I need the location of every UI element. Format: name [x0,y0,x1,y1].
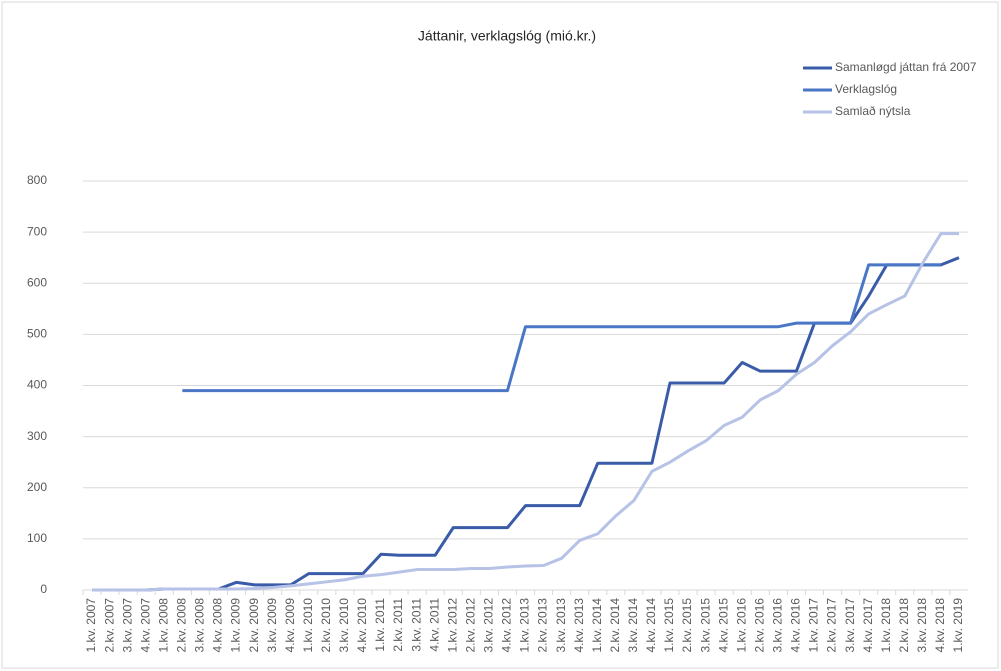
x-tick-label: 2.kv. 2015 [680,598,694,653]
x-tick-label: 3.kv. 2010 [337,598,351,653]
series-line [182,263,941,393]
x-tick-label: 3.kv. 2017 [843,598,857,653]
x-tick-label: 1.kv. 2009 [229,598,243,653]
x-tick-label: 1.kv. 2010 [301,598,315,653]
x-tick-label: 3.kv. 2009 [265,598,279,653]
y-tick-label: 400 [27,378,47,392]
x-tick-label: 3.kv. 2016 [771,598,785,653]
x-tick-label: 3.kv. 2018 [915,598,929,653]
y-tick-label: 800 [27,173,47,187]
y-tick-label: 300 [27,429,47,443]
x-tick-label: 3.kv. 2011 [409,598,423,652]
x-tick-label: 1.kv. 2018 [879,598,893,653]
x-tick-label: 2.kv. 2012 [463,598,477,653]
x-tick-label: 2.kv. 2007 [102,598,116,653]
x-tick-label: 3.kv. 2014 [626,598,640,653]
x-tick-label: 1.kv. 2019 [951,598,965,653]
x-tick-label: 3.kv. 2015 [698,598,712,653]
y-tick-label: 200 [27,480,47,494]
x-tick-label: 4.kv. 2017 [861,598,875,653]
x-tick-label: 1.kv. 2016 [734,598,748,653]
x-tick-label: 1.kv. 2015 [662,598,676,653]
x-tick-label: 1.kv. 2014 [590,598,604,653]
legend-label: Samlað nýtsla [835,104,911,118]
x-tick-label: 2.kv. 2017 [825,598,839,653]
y-tick-label: 700 [27,224,47,238]
x-tick-label: 1.kv. 2013 [518,598,532,653]
x-tick-label: 1.kv. 2011 [373,598,387,652]
x-tick-label: 2.kv. 2016 [752,598,766,653]
x-tick-label: 4.kv. 2011 [427,598,441,652]
x-tick-label: 4.kv. 2009 [283,598,297,653]
x-tick-label: 4.kv. 2012 [500,598,514,653]
x-tick-label: 4.kv. 2013 [572,598,586,653]
x-tick-label: 1.kv. 2012 [445,598,459,653]
x-tick-label: 1.kv. 2008 [156,598,170,653]
x-tick-label: 1.kv. 2017 [807,598,821,653]
x-tick-label: 2.kv. 2009 [247,598,261,653]
x-tick-label: 4.kv. 2008 [211,598,225,653]
x-tick-label: 4.kv. 2010 [355,598,369,653]
legend-label: Samanløgd játtan frá 2007 [835,60,977,74]
series-line [92,232,959,592]
y-tick-label: 100 [27,531,47,545]
x-tick-label: 3.kv. 2008 [193,598,207,653]
y-tick-label: 500 [27,327,47,341]
y-tick-label: 600 [27,275,47,289]
chart-title: Játtanir, verklagslóg (mió.kr.) [418,28,596,44]
x-tick-label: 3.kv. 2013 [554,598,568,653]
x-tick-label: 4.kv. 2015 [716,598,730,653]
y-tick-label: 0 [40,582,47,596]
x-tick-label: 1.kv. 2007 [84,598,98,653]
x-tick-label: 3.kv. 2007 [120,598,134,653]
x-tick-label: 2.kv. 2018 [897,598,911,653]
x-tick-label: 3.kv. 2012 [482,598,496,653]
x-tick-label: 4.kv. 2014 [644,598,658,653]
x-tick-label: 2.kv. 2008 [175,598,189,653]
x-tick-label: 2.kv. 2011 [391,598,405,652]
x-tick-label: 2.kv. 2013 [536,598,550,653]
x-tick-label: 4.kv. 2007 [138,598,152,653]
x-tick-label: 4.kv. 2016 [789,598,803,653]
legend-label: Verklagslóg [835,82,897,96]
x-tick-label: 2.kv. 2014 [608,598,622,653]
x-tick-label: 2.kv. 2010 [319,598,333,653]
x-tick-label: 4.kv. 2018 [933,598,947,653]
